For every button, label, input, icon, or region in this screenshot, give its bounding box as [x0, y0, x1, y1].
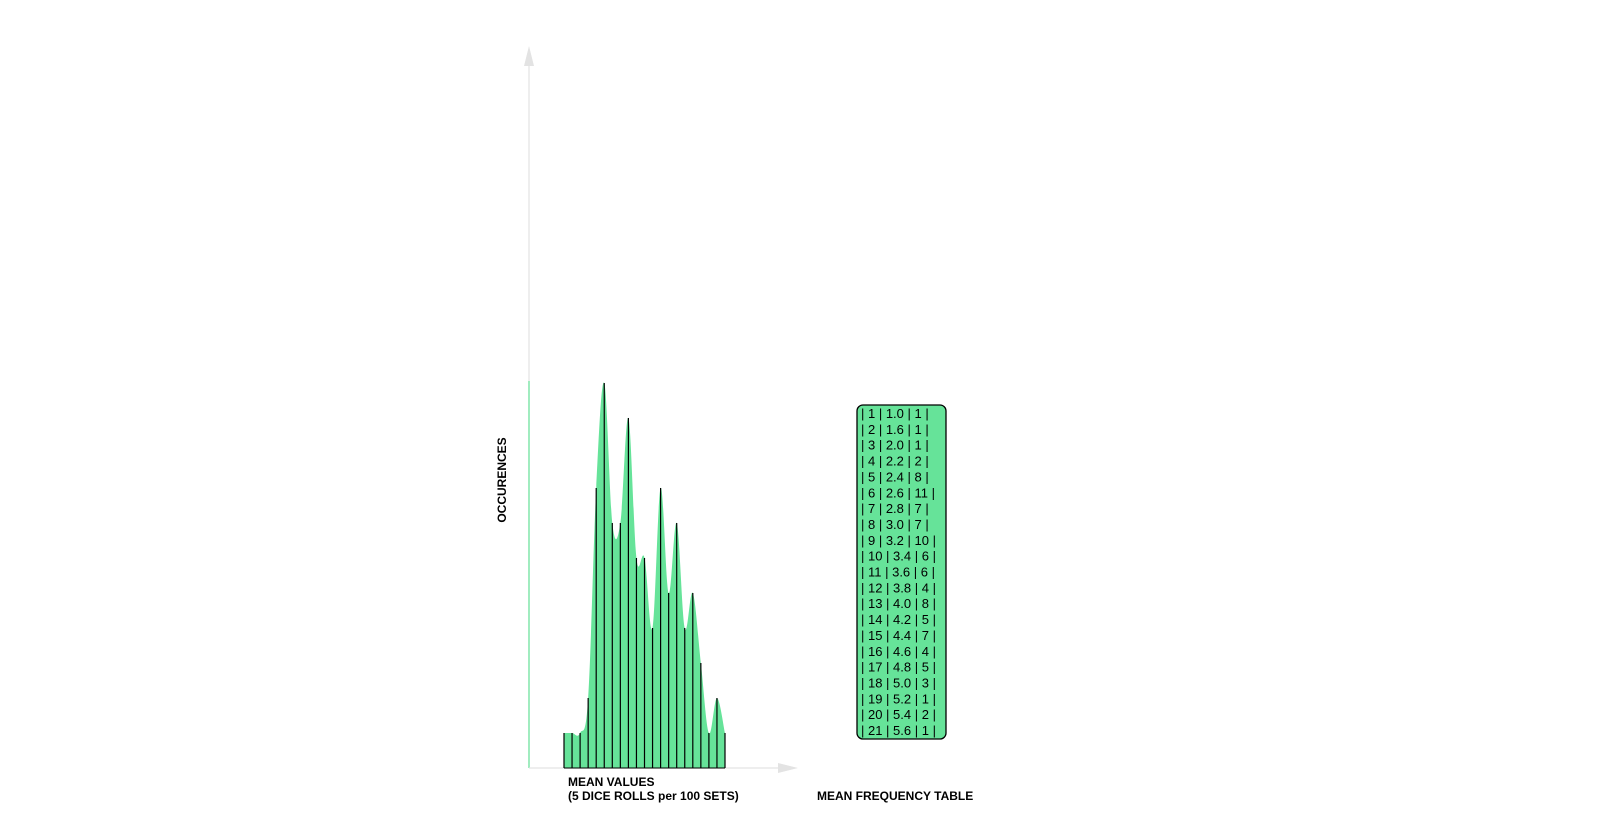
- table-row: | 10 | 3.4 | 6 |: [861, 549, 936, 564]
- table-row: | 7 | 2.8 | 7 |: [861, 501, 929, 516]
- table-row: | 2 | 1.6 | 1 |: [861, 422, 929, 437]
- x-axis-arrow-icon: [778, 763, 798, 773]
- table-row: | 15 | 4.4 | 7 |: [861, 628, 936, 643]
- table-row: | 17 | 4.8 | 5 |: [861, 660, 936, 675]
- table-row: | 5 | 2.4 | 8 |: [861, 469, 929, 484]
- table-row: | 16 | 4.6 | 4 |: [861, 644, 936, 659]
- table-row: | 18 | 5.0 | 3 |: [861, 675, 936, 690]
- x-axis-title-line2: (5 DICE ROLLS per 100 SETS): [568, 789, 739, 803]
- table-row: | 9 | 3.2 | 10 |: [861, 533, 936, 548]
- y-axis-arrow-icon: [524, 46, 534, 66]
- x-axis-title-line1: MEAN VALUES: [568, 775, 654, 789]
- frequency-table: | 1 | 1.0 | 1 || 2 | 1.6 | 1 || 3 | 2.0 …: [856, 404, 947, 740]
- table-row: | 21 | 5.6 | 1 |: [861, 723, 936, 738]
- table-row: | 3 | 2.0 | 1 |: [861, 438, 929, 453]
- table-row: | 19 | 5.2 | 1 |: [861, 691, 936, 706]
- table-rows: | 1 | 1.0 | 1 || 2 | 1.6 | 1 || 3 | 2.0 …: [861, 406, 936, 738]
- table-row: | 20 | 5.4 | 2 |: [861, 707, 936, 722]
- table-row: | 12 | 3.8 | 4 |: [861, 580, 936, 595]
- table-background: [856, 404, 947, 740]
- table-row: | 6 | 2.6 | 11 |: [861, 485, 935, 500]
- table-row: | 4 | 2.2 | 2 |: [861, 454, 929, 469]
- table-row: | 14 | 4.2 | 5 |: [861, 612, 936, 627]
- table-row: | 1 | 1.0 | 1 |: [861, 406, 929, 421]
- bar-marks: [563, 383, 726, 769]
- table-row: | 11 | 3.6 | 6 |: [861, 565, 935, 580]
- table-row: | 13 | 4.0 | 8 |: [861, 596, 936, 611]
- y-axis-title: OCCURENCES: [495, 437, 509, 522]
- table-title: MEAN FREQUENCY TABLE: [817, 789, 973, 803]
- table-row: | 8 | 3.0 | 7 |: [861, 517, 929, 532]
